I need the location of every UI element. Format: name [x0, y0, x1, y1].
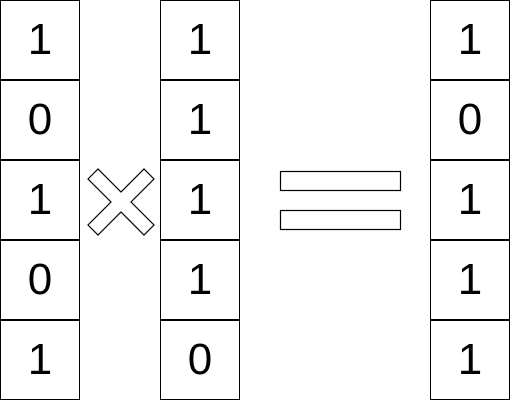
vector-b-cell: 1 — [160, 0, 240, 80]
vector-b-cell: 1 — [160, 240, 240, 320]
equals-sign-icon — [279, 170, 403, 232]
vector-b-cell: 0 — [160, 320, 240, 400]
vector-a-cell: 1 — [0, 0, 80, 80]
vector-a-cell: 0 — [0, 80, 80, 160]
vector-b-cell: 1 — [160, 160, 240, 240]
result-vector-cell: 1 — [430, 160, 510, 240]
result-vector-cell: 0 — [430, 80, 510, 160]
multiply-sign-icon — [86, 167, 156, 237]
vector-a-cell: 1 — [0, 320, 80, 400]
result-vector-cell: 1 — [430, 320, 510, 400]
result-vector-cell: 1 — [430, 240, 510, 320]
result-vector-cell: 1 — [430, 0, 510, 80]
vector-a-cell: 1 — [0, 160, 80, 240]
vector-a-cell: 0 — [0, 240, 80, 320]
vector-b-cell: 1 — [160, 80, 240, 160]
